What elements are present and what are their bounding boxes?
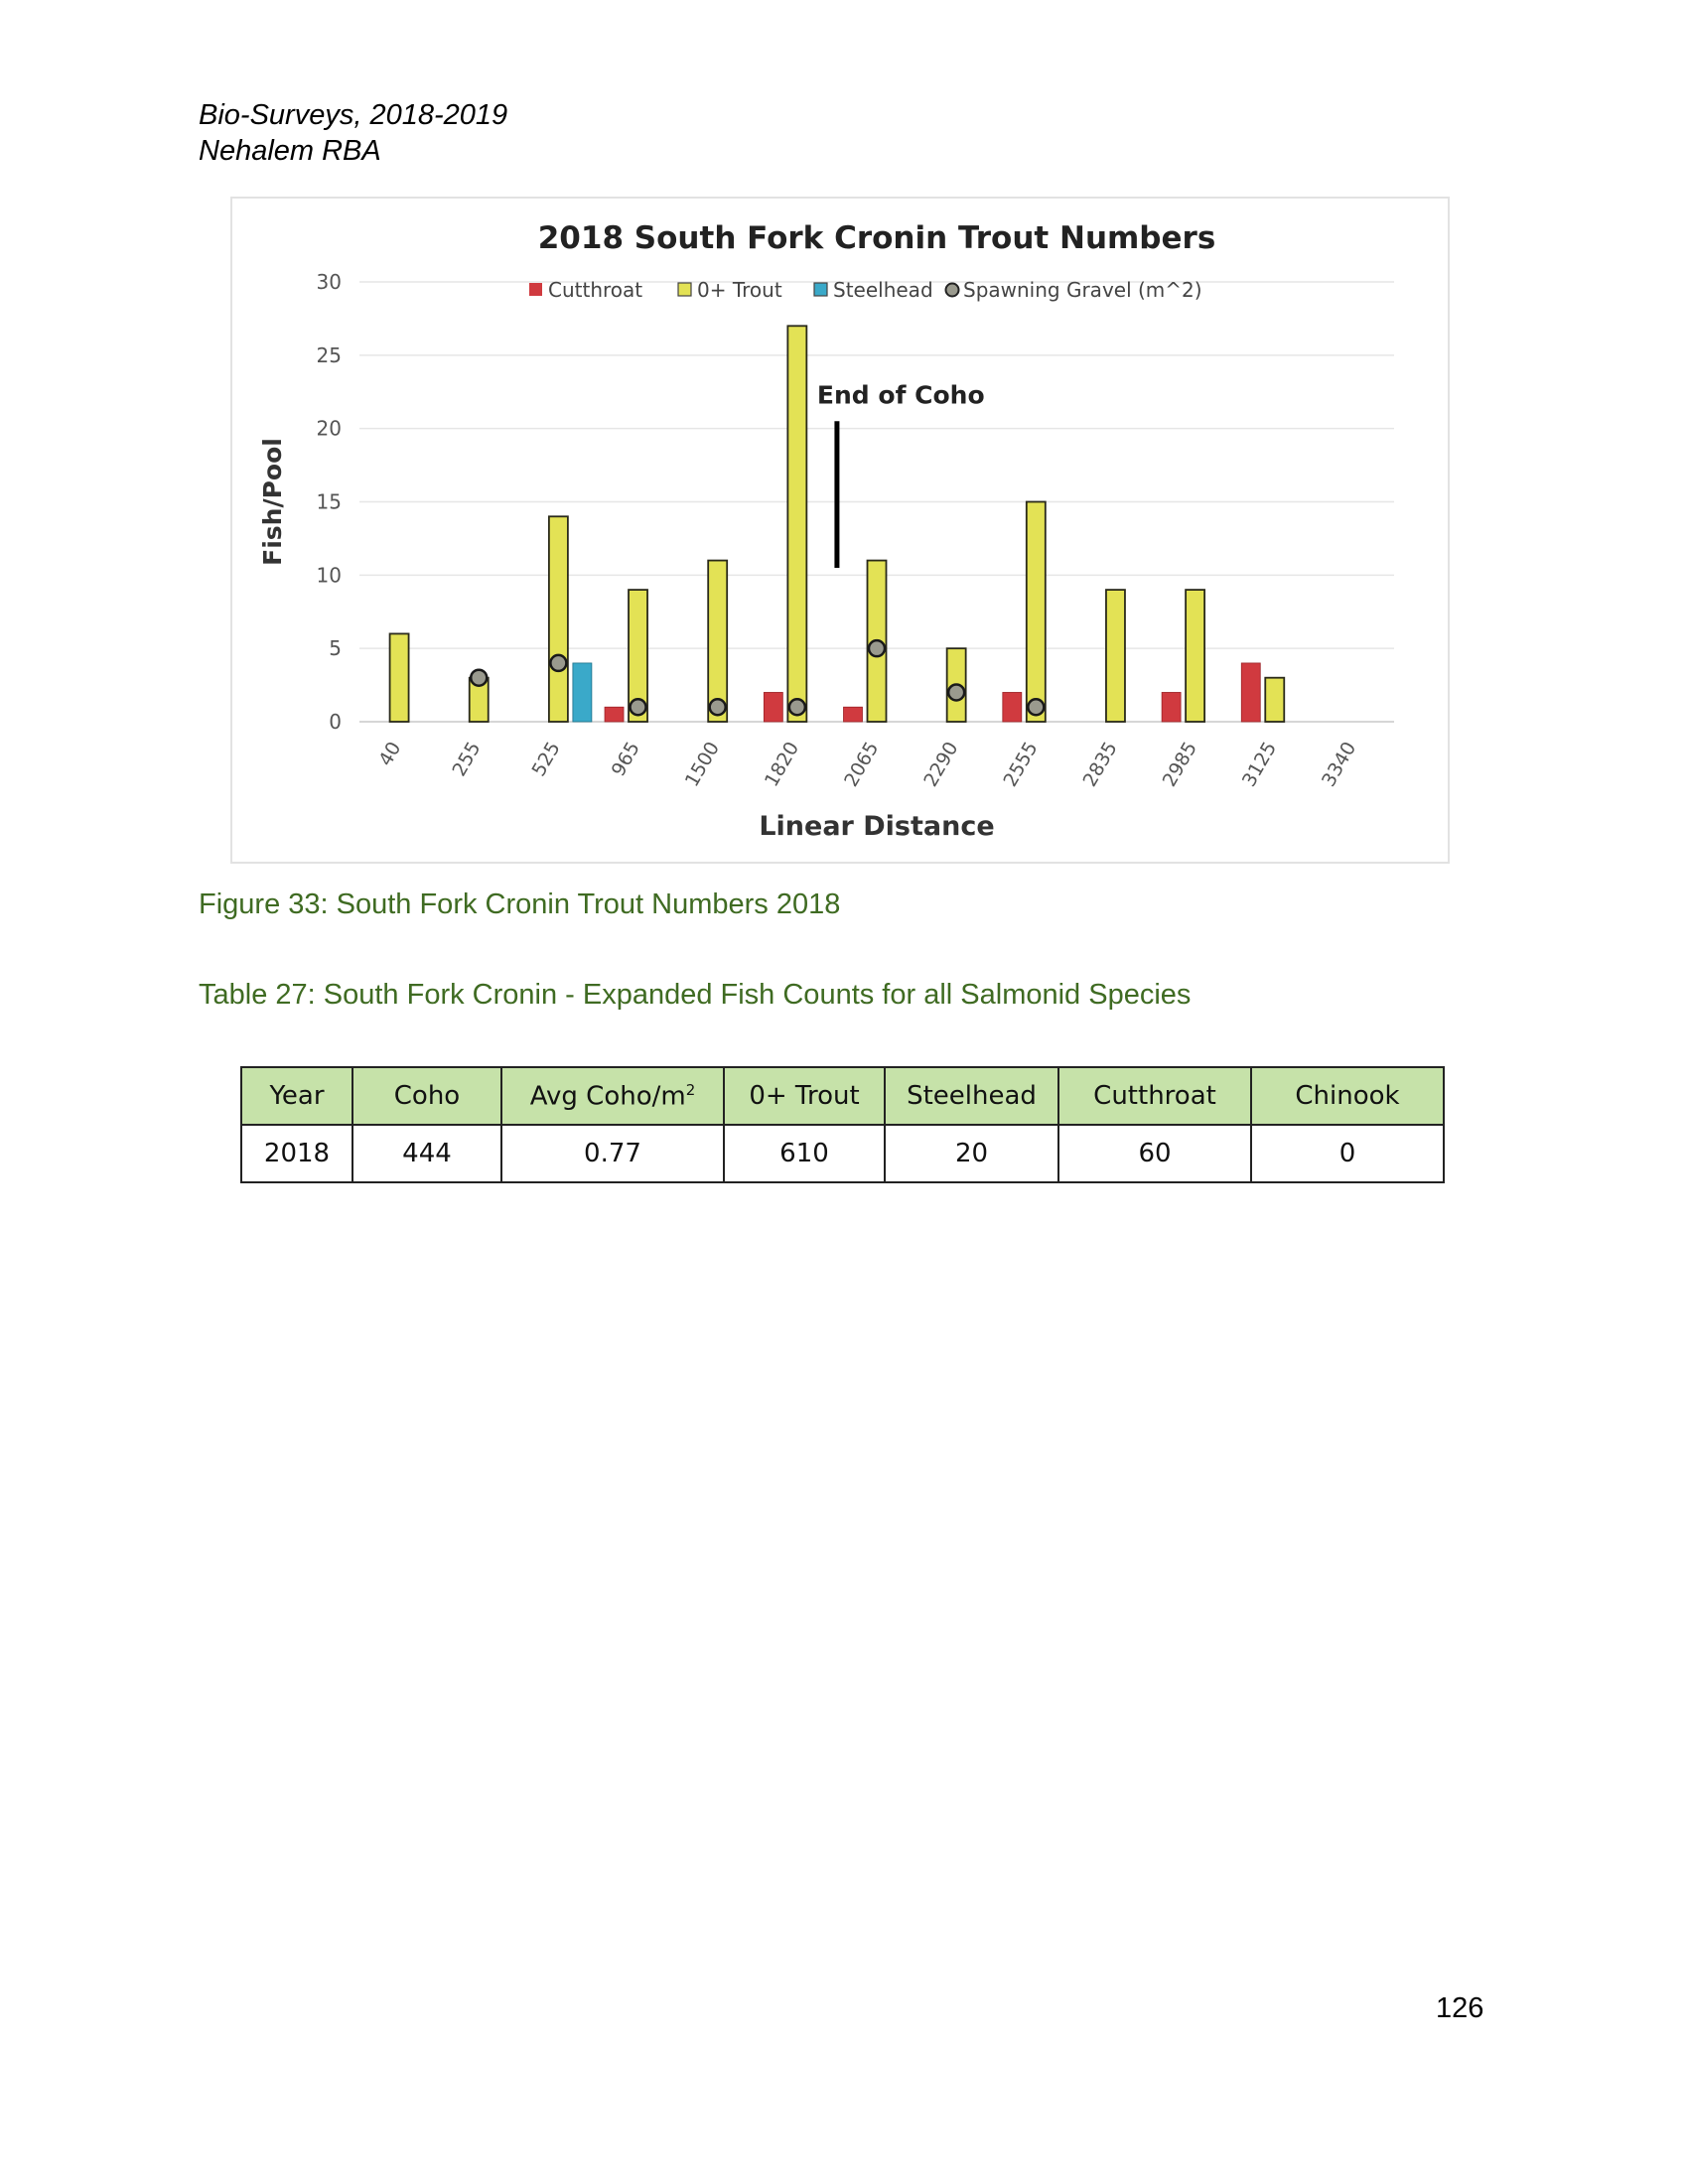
- x-tick-label: 1500: [681, 739, 724, 791]
- fish-counts-table: Year Coho Avg Coho/m2 0+ Trout Steelhead…: [240, 1066, 1445, 1183]
- header-chinook: Chinook: [1250, 1066, 1445, 1126]
- y-tick-label: 0: [329, 710, 342, 734]
- legend-label-1: 0+ Trout: [697, 278, 782, 302]
- x-tick-label: 255: [448, 739, 485, 780]
- cell-cutthroat: 60: [1057, 1124, 1252, 1183]
- legend-swatch-2: [813, 282, 828, 297]
- cell-coho: 444: [352, 1124, 502, 1183]
- x-tick-label: 2290: [919, 739, 962, 791]
- bar-0-trout-525: [547, 515, 569, 723]
- chart-canvas: 0 5 10 15 20 25 30 2018 South Fork Cronin Trout…: [258, 220, 1394, 842]
- bar-0-trout-2835: [1105, 589, 1126, 723]
- header-steelhead: Steelhead: [884, 1066, 1059, 1126]
- y-tick-label: 30: [317, 270, 342, 294]
- marker-spawning-gravel-1820: [787, 697, 807, 717]
- bar-0-trout-2985: [1185, 589, 1206, 723]
- x-tick-label: 2985: [1159, 739, 1201, 791]
- x-tick-label: 3125: [1238, 739, 1281, 791]
- document-header: Bio-Surveys, 2018-2019 Nehalem RBA: [199, 97, 507, 169]
- legend-swatch-0: [529, 283, 542, 296]
- bar-cutthroat-1820: [763, 692, 783, 723]
- marker-spawning-gravel-2065: [867, 638, 887, 658]
- legend-label-3: Spawning Gravel (m^2): [963, 278, 1202, 302]
- end-of-coho-label: End of Coho: [817, 380, 985, 409]
- header-line-2: Nehalem RBA: [199, 135, 381, 167]
- header-year: Year: [240, 1066, 353, 1126]
- y-tick-label: 5: [329, 636, 342, 660]
- x-tick-label: 965: [608, 739, 644, 780]
- cell-chinook: 0: [1250, 1124, 1445, 1183]
- x-tick-label: 2065: [840, 739, 883, 791]
- y-tick-label: 10: [317, 563, 342, 587]
- trout-chart: 0 5 10 15 20 25 30 2018 South Fork Cronin Trout…: [230, 197, 1450, 864]
- y-tick-label: 15: [317, 490, 342, 514]
- x-tick-label: 2555: [999, 739, 1042, 791]
- bar-cutthroat-3125: [1240, 662, 1261, 723]
- bar-cutthroat-2985: [1161, 692, 1182, 723]
- header-cutthroat: Cutthroat: [1057, 1066, 1252, 1126]
- x-tick-label: 3340: [1318, 739, 1360, 791]
- bar-0-trout-2555: [1025, 500, 1047, 723]
- bar-0-trout-1500: [707, 559, 729, 723]
- bar-0-trout-1820: [786, 325, 808, 723]
- bar-cutthroat-2555: [1002, 692, 1023, 723]
- legend-label-2: Steelhead: [833, 278, 933, 302]
- x-tick-label: 2835: [1079, 739, 1122, 791]
- marker-spawning-gravel-1500: [708, 697, 727, 717]
- legend-swatch-1: [677, 282, 692, 297]
- bar-0-trout-965: [628, 589, 648, 723]
- x-axis-label: Linear Distance: [759, 811, 994, 842]
- header-avg-coho-superscript: 2: [685, 1080, 696, 1099]
- bar-steelhead-525: [572, 662, 593, 723]
- marker-spawning-gravel-2555: [1027, 697, 1046, 717]
- figure-caption: Figure 33: South Fork Cronin Trout Numbe…: [199, 888, 841, 920]
- cell-year: 2018: [240, 1124, 353, 1183]
- table-caption: Table 27: South Fork Cronin - Expanded F…: [199, 979, 1192, 1011]
- y-axis-label: Fish/Pool: [258, 438, 287, 566]
- bar-0-trout-3125: [1264, 676, 1286, 723]
- page-number: 126: [1436, 1992, 1484, 2024]
- y-tick-label: 20: [317, 417, 342, 441]
- marker-spawning-gravel-525: [549, 653, 568, 673]
- header-line-1: Bio-Surveys, 2018-2019: [199, 99, 508, 131]
- y-tick-label: 25: [317, 343, 342, 367]
- cell-zero-plus-trout: 610: [723, 1124, 886, 1183]
- marker-spawning-gravel-255: [469, 668, 489, 687]
- x-tick-label: 40: [374, 739, 405, 770]
- bar-cutthroat-965: [604, 706, 625, 723]
- marker-spawning-gravel-2290: [946, 683, 966, 702]
- legend-marker-spawning-gravel: [944, 282, 960, 298]
- cell-avg-coho: 0.77: [500, 1124, 725, 1183]
- bar-0-trout-40: [388, 632, 410, 723]
- header-avg-coho-label: Avg Coho/m: [529, 1081, 686, 1112]
- chart-title: 2018 South Fork Cronin Trout Numbers: [538, 220, 1216, 256]
- table-row: 2018 444 0.77 610 20 60 0: [240, 1124, 1445, 1183]
- x-tick-label: 525: [528, 739, 565, 780]
- bar-cutthroat-2065: [843, 706, 863, 723]
- cell-steelhead: 20: [884, 1124, 1059, 1183]
- x-tick-label: 1820: [761, 739, 803, 791]
- table-header-row: Year Coho Avg Coho/m2 0+ Trout Steelhead…: [240, 1066, 1445, 1126]
- header-avg-coho: Avg Coho/m2: [500, 1066, 725, 1126]
- marker-spawning-gravel-965: [629, 697, 647, 717]
- header-coho: Coho: [352, 1066, 502, 1126]
- header-zero-plus-trout: 0+ Trout: [723, 1066, 886, 1126]
- legend-label-0: Cutthroat: [548, 278, 642, 302]
